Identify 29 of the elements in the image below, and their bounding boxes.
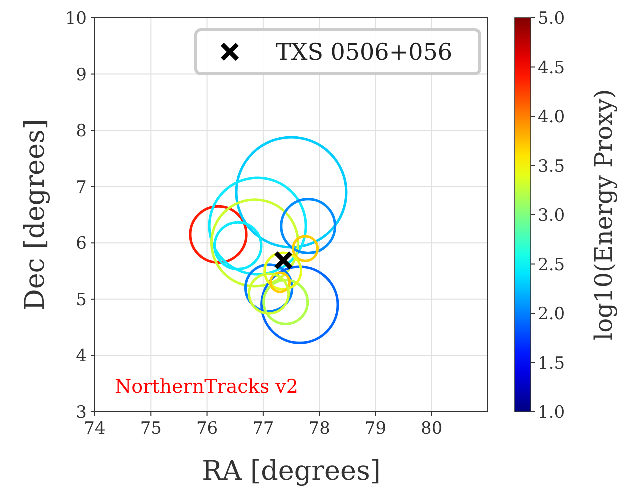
color-bar-label: 1.0: [538, 403, 566, 423]
y-tick-label: 3: [76, 403, 87, 423]
color-bar-label: 2.5: [538, 255, 566, 276]
color-bar-label: 2.0: [538, 304, 566, 324]
x-tick-label: 79: [364, 419, 387, 439]
color-bar-label: 4.0: [538, 108, 566, 128]
y-tick-label: 10: [65, 9, 87, 29]
legend-label: TXS 0506+056: [276, 40, 452, 66]
y-tick-label: 7: [76, 178, 87, 198]
y-tick-label: 9: [76, 65, 87, 86]
x-tick-label: 76: [196, 419, 218, 439]
color-bar-label: 3.5: [538, 156, 566, 177]
y-tick-label: 5: [76, 290, 87, 310]
color-bar-label: 5.0: [538, 9, 566, 29]
x-tick-label: 75: [140, 419, 162, 439]
x-tick-label: 77: [252, 419, 274, 439]
x-tick-label: 80: [421, 419, 443, 439]
color-bar-label: 1.5: [538, 354, 566, 374]
y-tick-label: 4: [76, 346, 87, 367]
color-bar-title: log10(Energy Proxy): [590, 89, 618, 341]
x-tick-label: 74: [84, 419, 106, 439]
y-axis-title: Dec [degrees]: [20, 119, 51, 311]
annotation: NorthernTracks v2: [115, 376, 298, 398]
y-tick-label: 6: [76, 234, 87, 254]
color-bar-label: 3.0: [538, 206, 566, 226]
x-axis-title: RA [degrees]: [202, 456, 381, 487]
y-tick-label: 8: [76, 122, 87, 142]
x-tick-label: 78: [308, 419, 330, 439]
color-bar-label: 4.5: [538, 58, 566, 78]
